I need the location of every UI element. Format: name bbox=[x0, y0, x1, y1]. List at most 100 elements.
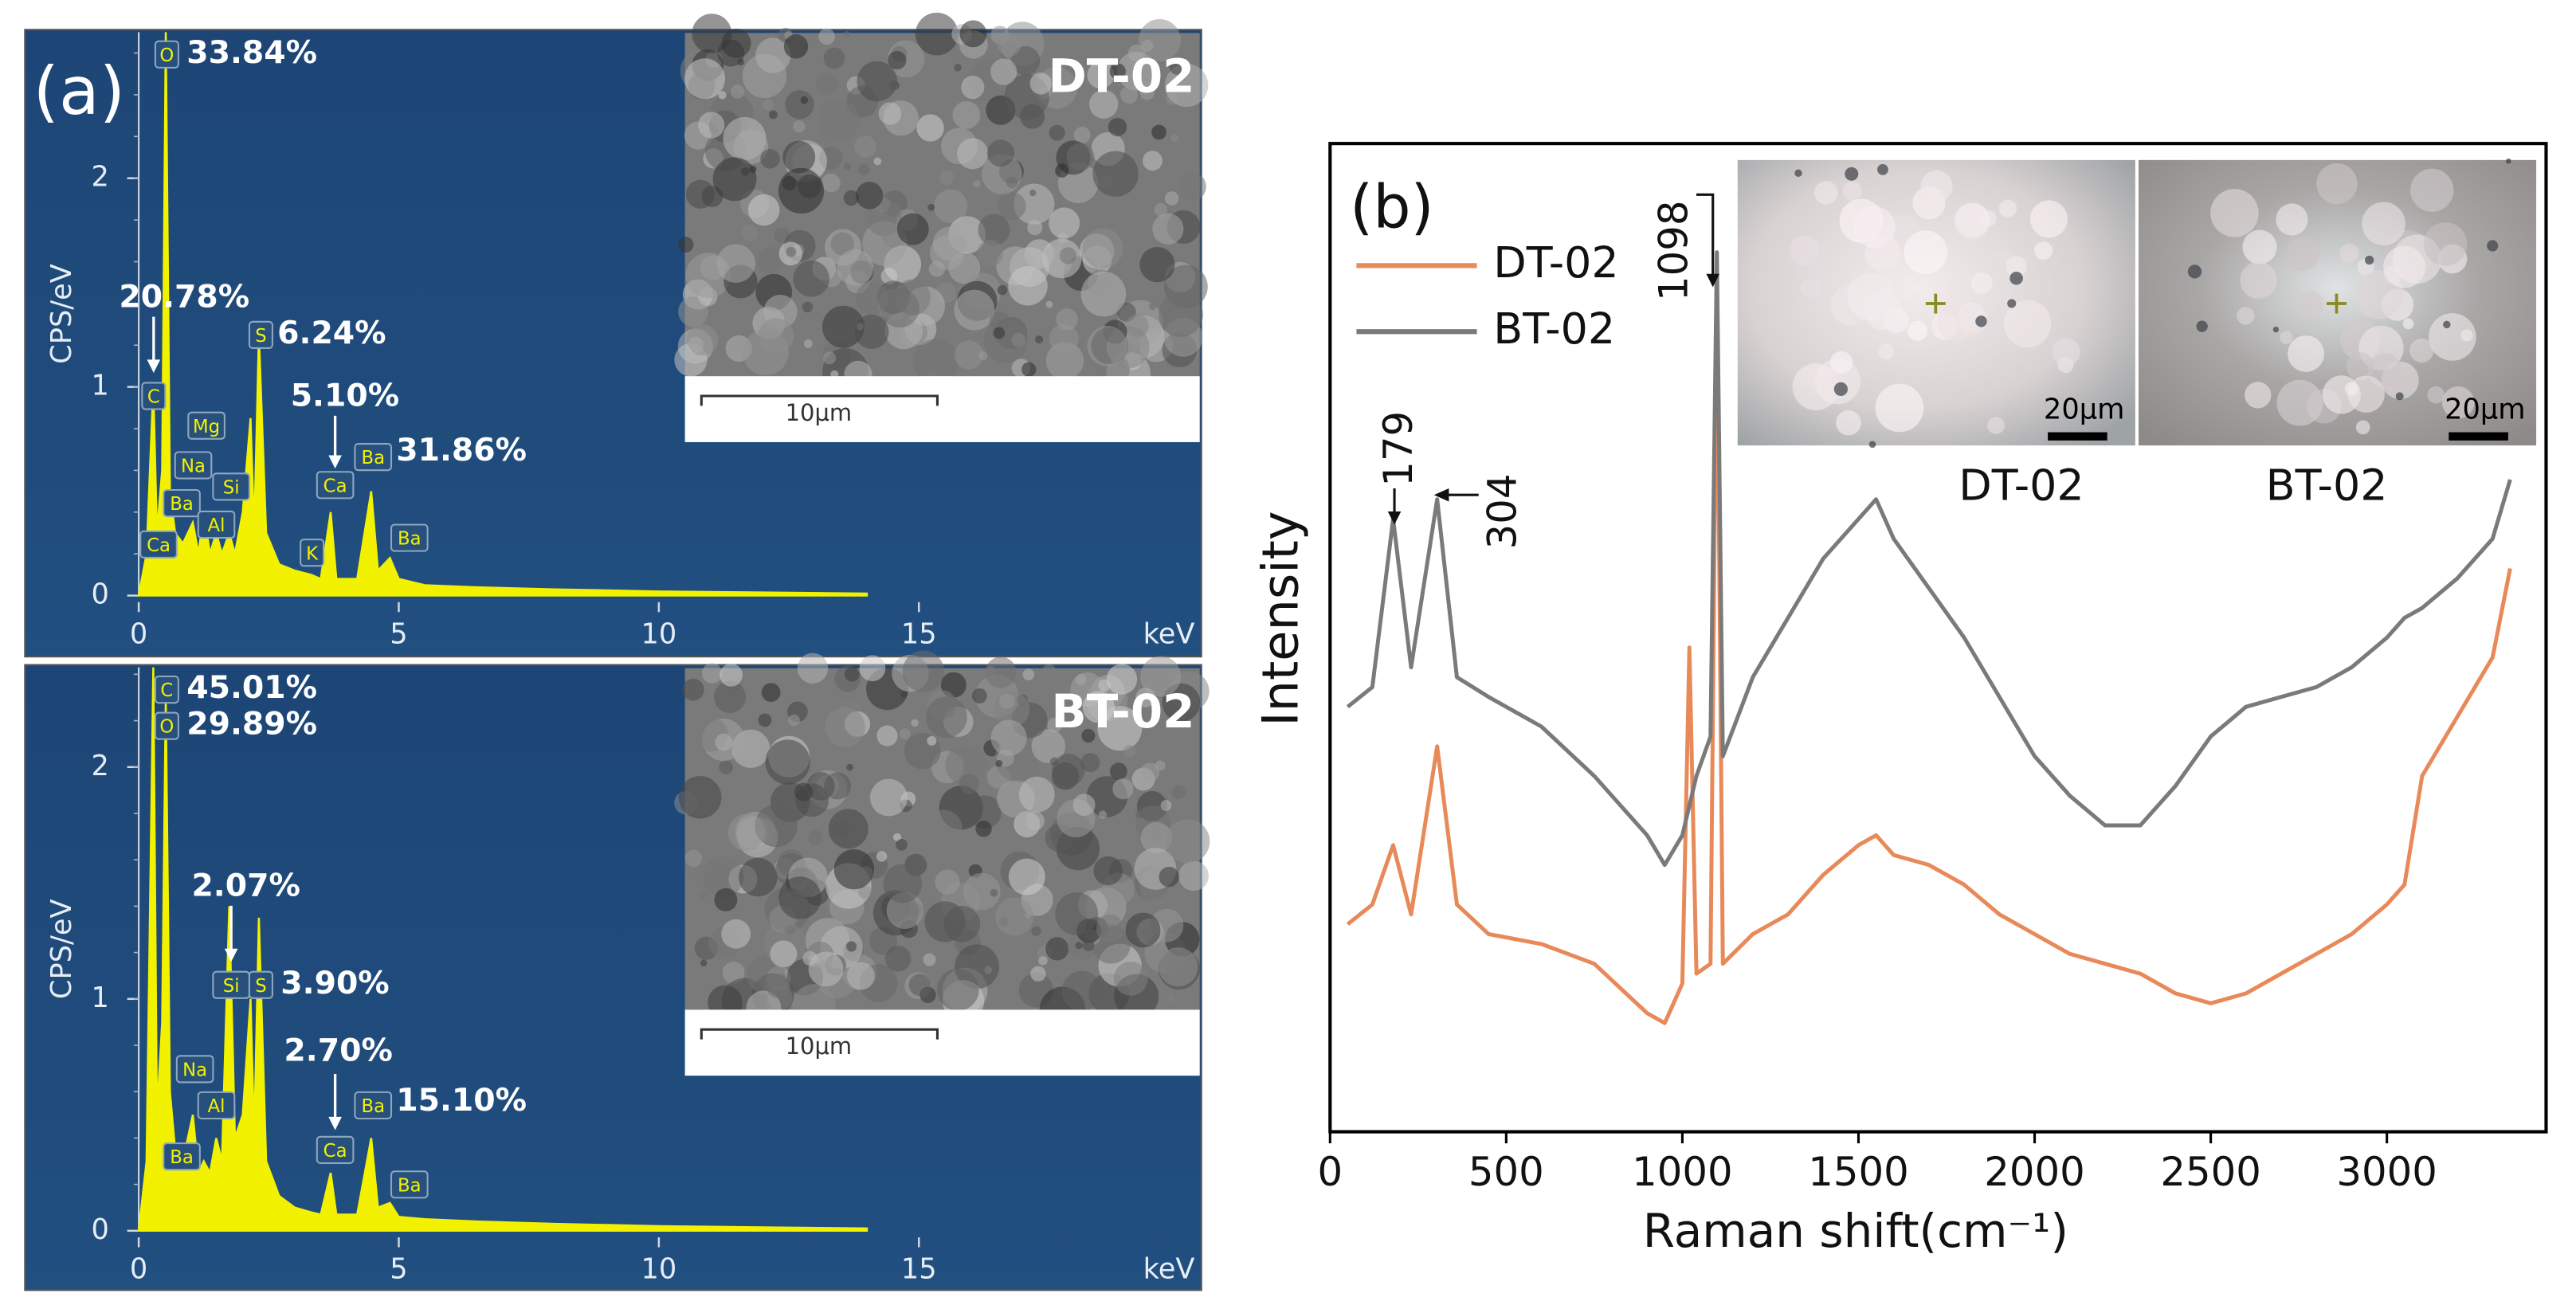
sem-texture bbox=[677, 237, 694, 253]
peak-label-box bbox=[197, 510, 236, 539]
sem-texture bbox=[1082, 228, 1123, 268]
optical-texture bbox=[2276, 203, 2308, 236]
sem-texture bbox=[733, 129, 769, 165]
x-tick-label: 15 bbox=[901, 1253, 937, 1286]
sem-texture bbox=[687, 323, 719, 356]
sem-texture bbox=[713, 680, 746, 713]
peak-label-box bbox=[248, 320, 273, 349]
sem-texture bbox=[1081, 728, 1096, 743]
optical-speck bbox=[2443, 320, 2451, 329]
sem-texture bbox=[971, 688, 987, 703]
sem-texture bbox=[1087, 61, 1115, 89]
sem-texture bbox=[1021, 362, 1037, 377]
sem-texture bbox=[1151, 124, 1166, 140]
sem-texture bbox=[911, 719, 919, 727]
sem-texture bbox=[884, 945, 912, 972]
sem-texture bbox=[803, 339, 813, 348]
sem-texture bbox=[924, 809, 963, 848]
optical-texture bbox=[1853, 206, 1896, 249]
sem-texture bbox=[1029, 72, 1053, 95]
percentage-annotation: 2.70% bbox=[284, 1033, 392, 1069]
peak-label: Si bbox=[223, 976, 240, 997]
peak-label: S bbox=[255, 976, 266, 997]
peak-label: Al bbox=[208, 1096, 225, 1117]
peak-label: Mg bbox=[193, 417, 220, 437]
optical-speck bbox=[2007, 299, 2017, 308]
optical-texture bbox=[2362, 202, 2405, 245]
optical-texture bbox=[2006, 256, 2027, 277]
sem-texture bbox=[1135, 809, 1146, 819]
sem-texture bbox=[1170, 134, 1178, 143]
x-axis-label: keV bbox=[1143, 617, 1195, 650]
sample-label: BT-02 bbox=[1052, 684, 1195, 739]
sem-texture bbox=[1082, 939, 1095, 951]
sem-texture bbox=[854, 135, 877, 158]
sem-texture bbox=[990, 58, 1017, 85]
peak-label-box bbox=[354, 1091, 393, 1120]
peak-label: Na bbox=[182, 1060, 207, 1080]
sem-texture bbox=[806, 772, 835, 801]
optical-texture bbox=[1790, 235, 1820, 265]
spectrum-area bbox=[137, 32, 868, 597]
sem-texture bbox=[1113, 962, 1148, 996]
sem-texture bbox=[854, 314, 889, 350]
sem-texture bbox=[1045, 342, 1084, 380]
optical-texture bbox=[1878, 343, 1895, 359]
scale-bar bbox=[700, 394, 939, 406]
sem-texture bbox=[1171, 785, 1186, 800]
optical-texture bbox=[2316, 163, 2358, 205]
legend-label: DT-02 bbox=[1493, 237, 1618, 288]
sem-texture bbox=[793, 261, 829, 297]
sem-texture bbox=[1093, 856, 1123, 886]
peak-label: S bbox=[255, 326, 266, 347]
sem-texture bbox=[766, 974, 791, 999]
sem-texture bbox=[1120, 85, 1139, 104]
sem-texture bbox=[822, 351, 837, 365]
peak-label-box bbox=[163, 488, 201, 518]
sem-texture bbox=[1066, 143, 1095, 171]
peak-annotation: 1098 bbox=[1651, 201, 1697, 301]
optical-texture bbox=[2288, 335, 2324, 372]
sem-texture bbox=[987, 139, 1014, 167]
percentage-annotation: 33.84% bbox=[186, 34, 317, 71]
sem-texture bbox=[893, 833, 902, 841]
percentage-annotation: 2.07% bbox=[191, 868, 300, 904]
sem-texture bbox=[1011, 333, 1025, 347]
sem-texture bbox=[1031, 729, 1066, 763]
sem-texture bbox=[828, 809, 868, 849]
optical-texture bbox=[1955, 202, 1990, 237]
sem-texture bbox=[773, 227, 790, 244]
sem-texture bbox=[786, 246, 797, 257]
peak-label-box bbox=[174, 451, 213, 480]
sem-texture bbox=[1022, 668, 1035, 680]
sem-texture bbox=[1042, 664, 1057, 678]
sem-texture bbox=[959, 774, 980, 794]
sem-texture bbox=[1008, 265, 1048, 306]
y-axis-label: Intensity bbox=[1251, 511, 1309, 726]
sem-texture bbox=[1075, 941, 1083, 950]
sem-texture bbox=[995, 759, 1003, 767]
peak-label-box bbox=[390, 1170, 429, 1199]
optical-texture bbox=[1800, 278, 1821, 299]
optical-texture bbox=[1904, 230, 1948, 275]
sem-texture bbox=[1080, 271, 1127, 317]
arrow-head bbox=[328, 1116, 342, 1131]
optical-texture bbox=[2355, 420, 2370, 435]
sem-texture bbox=[1152, 213, 1184, 245]
sem-texture bbox=[967, 795, 1002, 829]
optical-speck bbox=[2365, 255, 2374, 265]
sem-texture bbox=[825, 707, 865, 747]
sem-texture bbox=[978, 351, 988, 361]
sem-texture bbox=[1027, 220, 1043, 236]
x-tick-label: 500 bbox=[1468, 1149, 1544, 1195]
optical-texture bbox=[2383, 245, 2425, 288]
sem-texture bbox=[1160, 800, 1172, 811]
sem-texture bbox=[1141, 39, 1154, 52]
sem-texture bbox=[1049, 323, 1079, 354]
x-tick-label: 1500 bbox=[1808, 1149, 1908, 1195]
sem-texture bbox=[681, 678, 704, 701]
sem-texture bbox=[933, 189, 968, 224]
sem-texture bbox=[985, 656, 1017, 688]
optical-texture bbox=[2410, 168, 2454, 212]
legend-label: BT-02 bbox=[1493, 304, 1615, 354]
